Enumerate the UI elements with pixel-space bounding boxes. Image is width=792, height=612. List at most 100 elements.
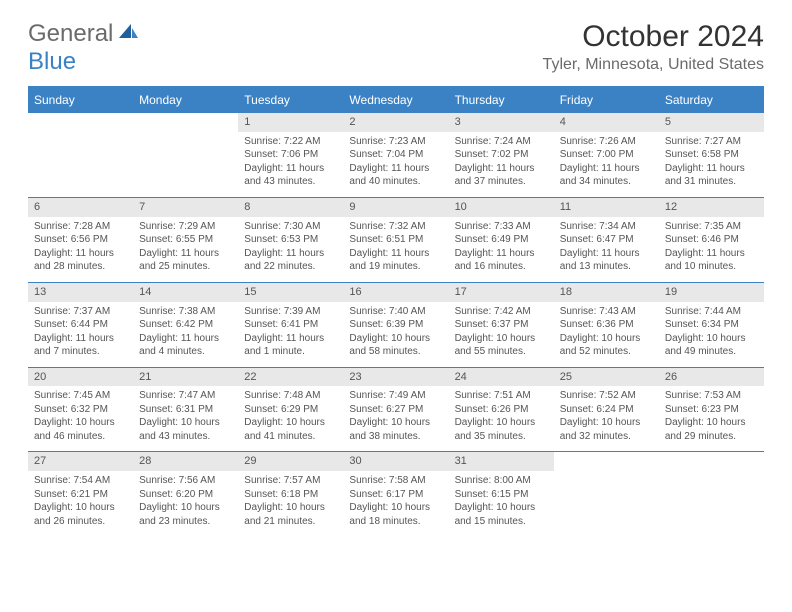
day-details: Sunrise: 7:44 AMSunset: 6:34 PMDaylight:… xyxy=(659,302,764,367)
day-details: Sunrise: 7:30 AMSunset: 6:53 PMDaylight:… xyxy=(238,217,343,282)
day-details: Sunrise: 7:39 AMSunset: 6:41 PMDaylight:… xyxy=(238,302,343,367)
day-number: 26 xyxy=(659,368,764,387)
day-number: 12 xyxy=(659,198,764,217)
calendar-day-cell xyxy=(28,113,133,198)
day-number: 30 xyxy=(343,452,448,471)
day-details: Sunrise: 7:34 AMSunset: 6:47 PMDaylight:… xyxy=(554,217,659,282)
day-number: 2 xyxy=(343,113,448,132)
calendar-day-cell: 21Sunrise: 7:47 AMSunset: 6:31 PMDayligh… xyxy=(133,367,238,452)
calendar-day-cell: 26Sunrise: 7:53 AMSunset: 6:23 PMDayligh… xyxy=(659,367,764,452)
day-details: Sunrise: 7:37 AMSunset: 6:44 PMDaylight:… xyxy=(28,302,133,367)
logo-text-general: General xyxy=(28,20,113,48)
calendar-day-cell: 30Sunrise: 7:58 AMSunset: 6:17 PMDayligh… xyxy=(343,452,448,536)
day-details: Sunrise: 7:56 AMSunset: 6:20 PMDaylight:… xyxy=(133,471,238,536)
weekday-header: Tuesday xyxy=(238,87,343,113)
calendar-day-cell: 2Sunrise: 7:23 AMSunset: 7:04 PMDaylight… xyxy=(343,113,448,198)
calendar-day-cell xyxy=(554,452,659,536)
day-number: 24 xyxy=(449,368,554,387)
day-number: 5 xyxy=(659,113,764,132)
calendar-day-cell: 15Sunrise: 7:39 AMSunset: 6:41 PMDayligh… xyxy=(238,282,343,367)
day-number: 3 xyxy=(449,113,554,132)
day-details: Sunrise: 7:22 AMSunset: 7:06 PMDaylight:… xyxy=(238,132,343,197)
day-number: 14 xyxy=(133,283,238,302)
calendar-day-cell: 12Sunrise: 7:35 AMSunset: 6:46 PMDayligh… xyxy=(659,197,764,282)
day-details: Sunrise: 7:33 AMSunset: 6:49 PMDaylight:… xyxy=(449,217,554,282)
calendar-day-cell: 29Sunrise: 7:57 AMSunset: 6:18 PMDayligh… xyxy=(238,452,343,536)
calendar-day-cell: 8Sunrise: 7:30 AMSunset: 6:53 PMDaylight… xyxy=(238,197,343,282)
day-details: Sunrise: 7:27 AMSunset: 6:58 PMDaylight:… xyxy=(659,132,764,197)
day-details: Sunrise: 7:53 AMSunset: 6:23 PMDaylight:… xyxy=(659,386,764,451)
calendar-table: SundayMondayTuesdayWednesdayThursdayFrid… xyxy=(28,86,764,536)
day-number: 23 xyxy=(343,368,448,387)
logo: General xyxy=(28,20,141,48)
day-details: Sunrise: 7:58 AMSunset: 6:17 PMDaylight:… xyxy=(343,471,448,536)
day-details: Sunrise: 7:43 AMSunset: 6:36 PMDaylight:… xyxy=(554,302,659,367)
calendar-day-cell: 14Sunrise: 7:38 AMSunset: 6:42 PMDayligh… xyxy=(133,282,238,367)
weekday-header-row: SundayMondayTuesdayWednesdayThursdayFrid… xyxy=(28,87,764,113)
day-number: 9 xyxy=(343,198,448,217)
day-details: Sunrise: 7:48 AMSunset: 6:29 PMDaylight:… xyxy=(238,386,343,451)
day-number: 29 xyxy=(238,452,343,471)
day-number: 18 xyxy=(554,283,659,302)
calendar-day-cell: 11Sunrise: 7:34 AMSunset: 6:47 PMDayligh… xyxy=(554,197,659,282)
calendar-day-cell: 13Sunrise: 7:37 AMSunset: 6:44 PMDayligh… xyxy=(28,282,133,367)
day-number: 6 xyxy=(28,198,133,217)
calendar-day-cell: 22Sunrise: 7:48 AMSunset: 6:29 PMDayligh… xyxy=(238,367,343,452)
calendar-day-cell: 28Sunrise: 7:56 AMSunset: 6:20 PMDayligh… xyxy=(133,452,238,536)
calendar-week-row: 27Sunrise: 7:54 AMSunset: 6:21 PMDayligh… xyxy=(28,452,764,536)
calendar-day-cell: 31Sunrise: 8:00 AMSunset: 6:15 PMDayligh… xyxy=(449,452,554,536)
calendar-day-cell: 27Sunrise: 7:54 AMSunset: 6:21 PMDayligh… xyxy=(28,452,133,536)
day-number: 11 xyxy=(554,198,659,217)
calendar-week-row: 6Sunrise: 7:28 AMSunset: 6:56 PMDaylight… xyxy=(28,197,764,282)
day-number: 7 xyxy=(133,198,238,217)
day-number: 15 xyxy=(238,283,343,302)
weekday-header: Thursday xyxy=(449,87,554,113)
logo-subline: Blue xyxy=(28,48,76,76)
day-details: Sunrise: 7:42 AMSunset: 6:37 PMDaylight:… xyxy=(449,302,554,367)
calendar-day-cell: 3Sunrise: 7:24 AMSunset: 7:02 PMDaylight… xyxy=(449,113,554,198)
day-details: Sunrise: 7:28 AMSunset: 6:56 PMDaylight:… xyxy=(28,217,133,282)
day-number: 4 xyxy=(554,113,659,132)
calendar-day-cell: 16Sunrise: 7:40 AMSunset: 6:39 PMDayligh… xyxy=(343,282,448,367)
calendar-week-row: 13Sunrise: 7:37 AMSunset: 6:44 PMDayligh… xyxy=(28,282,764,367)
day-number: 17 xyxy=(449,283,554,302)
calendar-day-cell: 4Sunrise: 7:26 AMSunset: 7:00 PMDaylight… xyxy=(554,113,659,198)
day-details: Sunrise: 7:47 AMSunset: 6:31 PMDaylight:… xyxy=(133,386,238,451)
calendar-body: 1Sunrise: 7:22 AMSunset: 7:06 PMDaylight… xyxy=(28,113,764,537)
calendar-day-cell: 25Sunrise: 7:52 AMSunset: 6:24 PMDayligh… xyxy=(554,367,659,452)
weekday-header: Wednesday xyxy=(343,87,448,113)
calendar-day-cell: 20Sunrise: 7:45 AMSunset: 6:32 PMDayligh… xyxy=(28,367,133,452)
day-number: 21 xyxy=(133,368,238,387)
header: General October 2024 Tyler, Minnesota, U… xyxy=(28,20,764,74)
day-details: Sunrise: 7:38 AMSunset: 6:42 PMDaylight:… xyxy=(133,302,238,367)
day-details: Sunrise: 8:00 AMSunset: 6:15 PMDaylight:… xyxy=(449,471,554,536)
calendar-day-cell: 23Sunrise: 7:49 AMSunset: 6:27 PMDayligh… xyxy=(343,367,448,452)
day-number: 28 xyxy=(133,452,238,471)
day-details: Sunrise: 7:24 AMSunset: 7:02 PMDaylight:… xyxy=(449,132,554,197)
day-details: Sunrise: 7:54 AMSunset: 6:21 PMDaylight:… xyxy=(28,471,133,536)
day-details: Sunrise: 7:52 AMSunset: 6:24 PMDaylight:… xyxy=(554,386,659,451)
day-number: 20 xyxy=(28,368,133,387)
calendar-day-cell: 18Sunrise: 7:43 AMSunset: 6:36 PMDayligh… xyxy=(554,282,659,367)
day-number: 25 xyxy=(554,368,659,387)
calendar-day-cell: 6Sunrise: 7:28 AMSunset: 6:56 PMDaylight… xyxy=(28,197,133,282)
day-details: Sunrise: 7:32 AMSunset: 6:51 PMDaylight:… xyxy=(343,217,448,282)
weekday-header: Monday xyxy=(133,87,238,113)
day-number: 22 xyxy=(238,368,343,387)
day-details: Sunrise: 7:49 AMSunset: 6:27 PMDaylight:… xyxy=(343,386,448,451)
day-number: 16 xyxy=(343,283,448,302)
month-title: October 2024 xyxy=(543,20,764,54)
calendar-day-cell: 24Sunrise: 7:51 AMSunset: 6:26 PMDayligh… xyxy=(449,367,554,452)
calendar-week-row: 20Sunrise: 7:45 AMSunset: 6:32 PMDayligh… xyxy=(28,367,764,452)
calendar-day-cell: 7Sunrise: 7:29 AMSunset: 6:55 PMDaylight… xyxy=(133,197,238,282)
day-details: Sunrise: 7:26 AMSunset: 7:00 PMDaylight:… xyxy=(554,132,659,197)
day-details: Sunrise: 7:35 AMSunset: 6:46 PMDaylight:… xyxy=(659,217,764,282)
day-details: Sunrise: 7:45 AMSunset: 6:32 PMDaylight:… xyxy=(28,386,133,451)
day-details: Sunrise: 7:23 AMSunset: 7:04 PMDaylight:… xyxy=(343,132,448,197)
calendar-day-cell: 5Sunrise: 7:27 AMSunset: 6:58 PMDaylight… xyxy=(659,113,764,198)
logo-sail-icon xyxy=(117,22,139,47)
weekday-header: Saturday xyxy=(659,87,764,113)
calendar-day-cell: 10Sunrise: 7:33 AMSunset: 6:49 PMDayligh… xyxy=(449,197,554,282)
title-block: October 2024 Tyler, Minnesota, United St… xyxy=(543,20,764,74)
day-number: 13 xyxy=(28,283,133,302)
